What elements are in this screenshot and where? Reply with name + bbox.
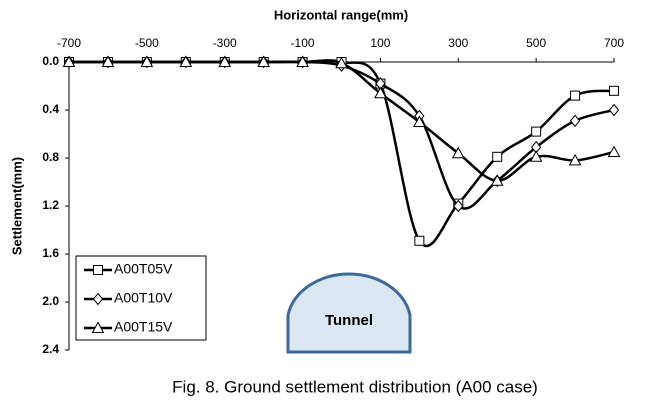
marker xyxy=(492,151,503,162)
x-tick-label: 300 xyxy=(448,36,468,50)
marker xyxy=(218,55,232,67)
tunnel-shape xyxy=(286,272,412,354)
marker xyxy=(101,55,115,67)
marker xyxy=(374,86,387,99)
marker xyxy=(92,292,104,306)
marker xyxy=(93,265,103,275)
marker xyxy=(570,90,581,101)
x-tick-label: 100 xyxy=(370,36,390,50)
legend-label: A00T10V xyxy=(114,290,173,306)
y-tick-label: 0.0 xyxy=(42,54,59,68)
marker xyxy=(414,235,425,246)
y-tick-label: 0.4 xyxy=(42,102,59,116)
caption: Fig. 8. Ground settlement distribution (… xyxy=(172,377,538,396)
x-tick-label: -300 xyxy=(213,36,237,50)
x-axis-title: Horizontal range(mm) xyxy=(274,7,408,22)
x-tick-label: -500 xyxy=(135,36,159,50)
y-tick-label: 1.6 xyxy=(42,246,59,260)
x-tick-label: 500 xyxy=(526,36,546,50)
marker xyxy=(335,56,348,69)
legend-label: A00T05V xyxy=(114,261,173,277)
marker xyxy=(140,55,154,67)
marker xyxy=(607,145,621,157)
series-line xyxy=(69,59,615,248)
x-tick-label: -700 xyxy=(57,36,81,50)
marker xyxy=(296,55,309,67)
y-tick-label: 0.8 xyxy=(42,150,59,164)
y-tick-label: 1.2 xyxy=(42,198,59,212)
marker xyxy=(568,153,582,166)
x-tick-label: -100 xyxy=(291,36,315,50)
legend-label: A00T15V xyxy=(114,319,173,335)
marker xyxy=(531,126,542,137)
marker xyxy=(453,199,464,213)
marker xyxy=(490,174,504,186)
marker xyxy=(62,55,76,67)
series-line xyxy=(69,59,615,183)
marker xyxy=(451,146,465,159)
marker xyxy=(609,85,619,96)
y-axis-title: Settlement(mm) xyxy=(9,157,24,255)
marker xyxy=(179,55,193,67)
marker xyxy=(608,103,620,117)
marker xyxy=(529,150,543,162)
marker xyxy=(91,321,105,333)
tunnel-label: Tunnel xyxy=(325,312,373,329)
marker xyxy=(413,115,426,127)
y-tick-label: 2.0 xyxy=(42,294,59,308)
y-tick-label: 2.4 xyxy=(42,342,59,356)
marker xyxy=(257,55,270,67)
marker xyxy=(569,114,581,128)
x-tick-label: 700 xyxy=(604,36,624,50)
